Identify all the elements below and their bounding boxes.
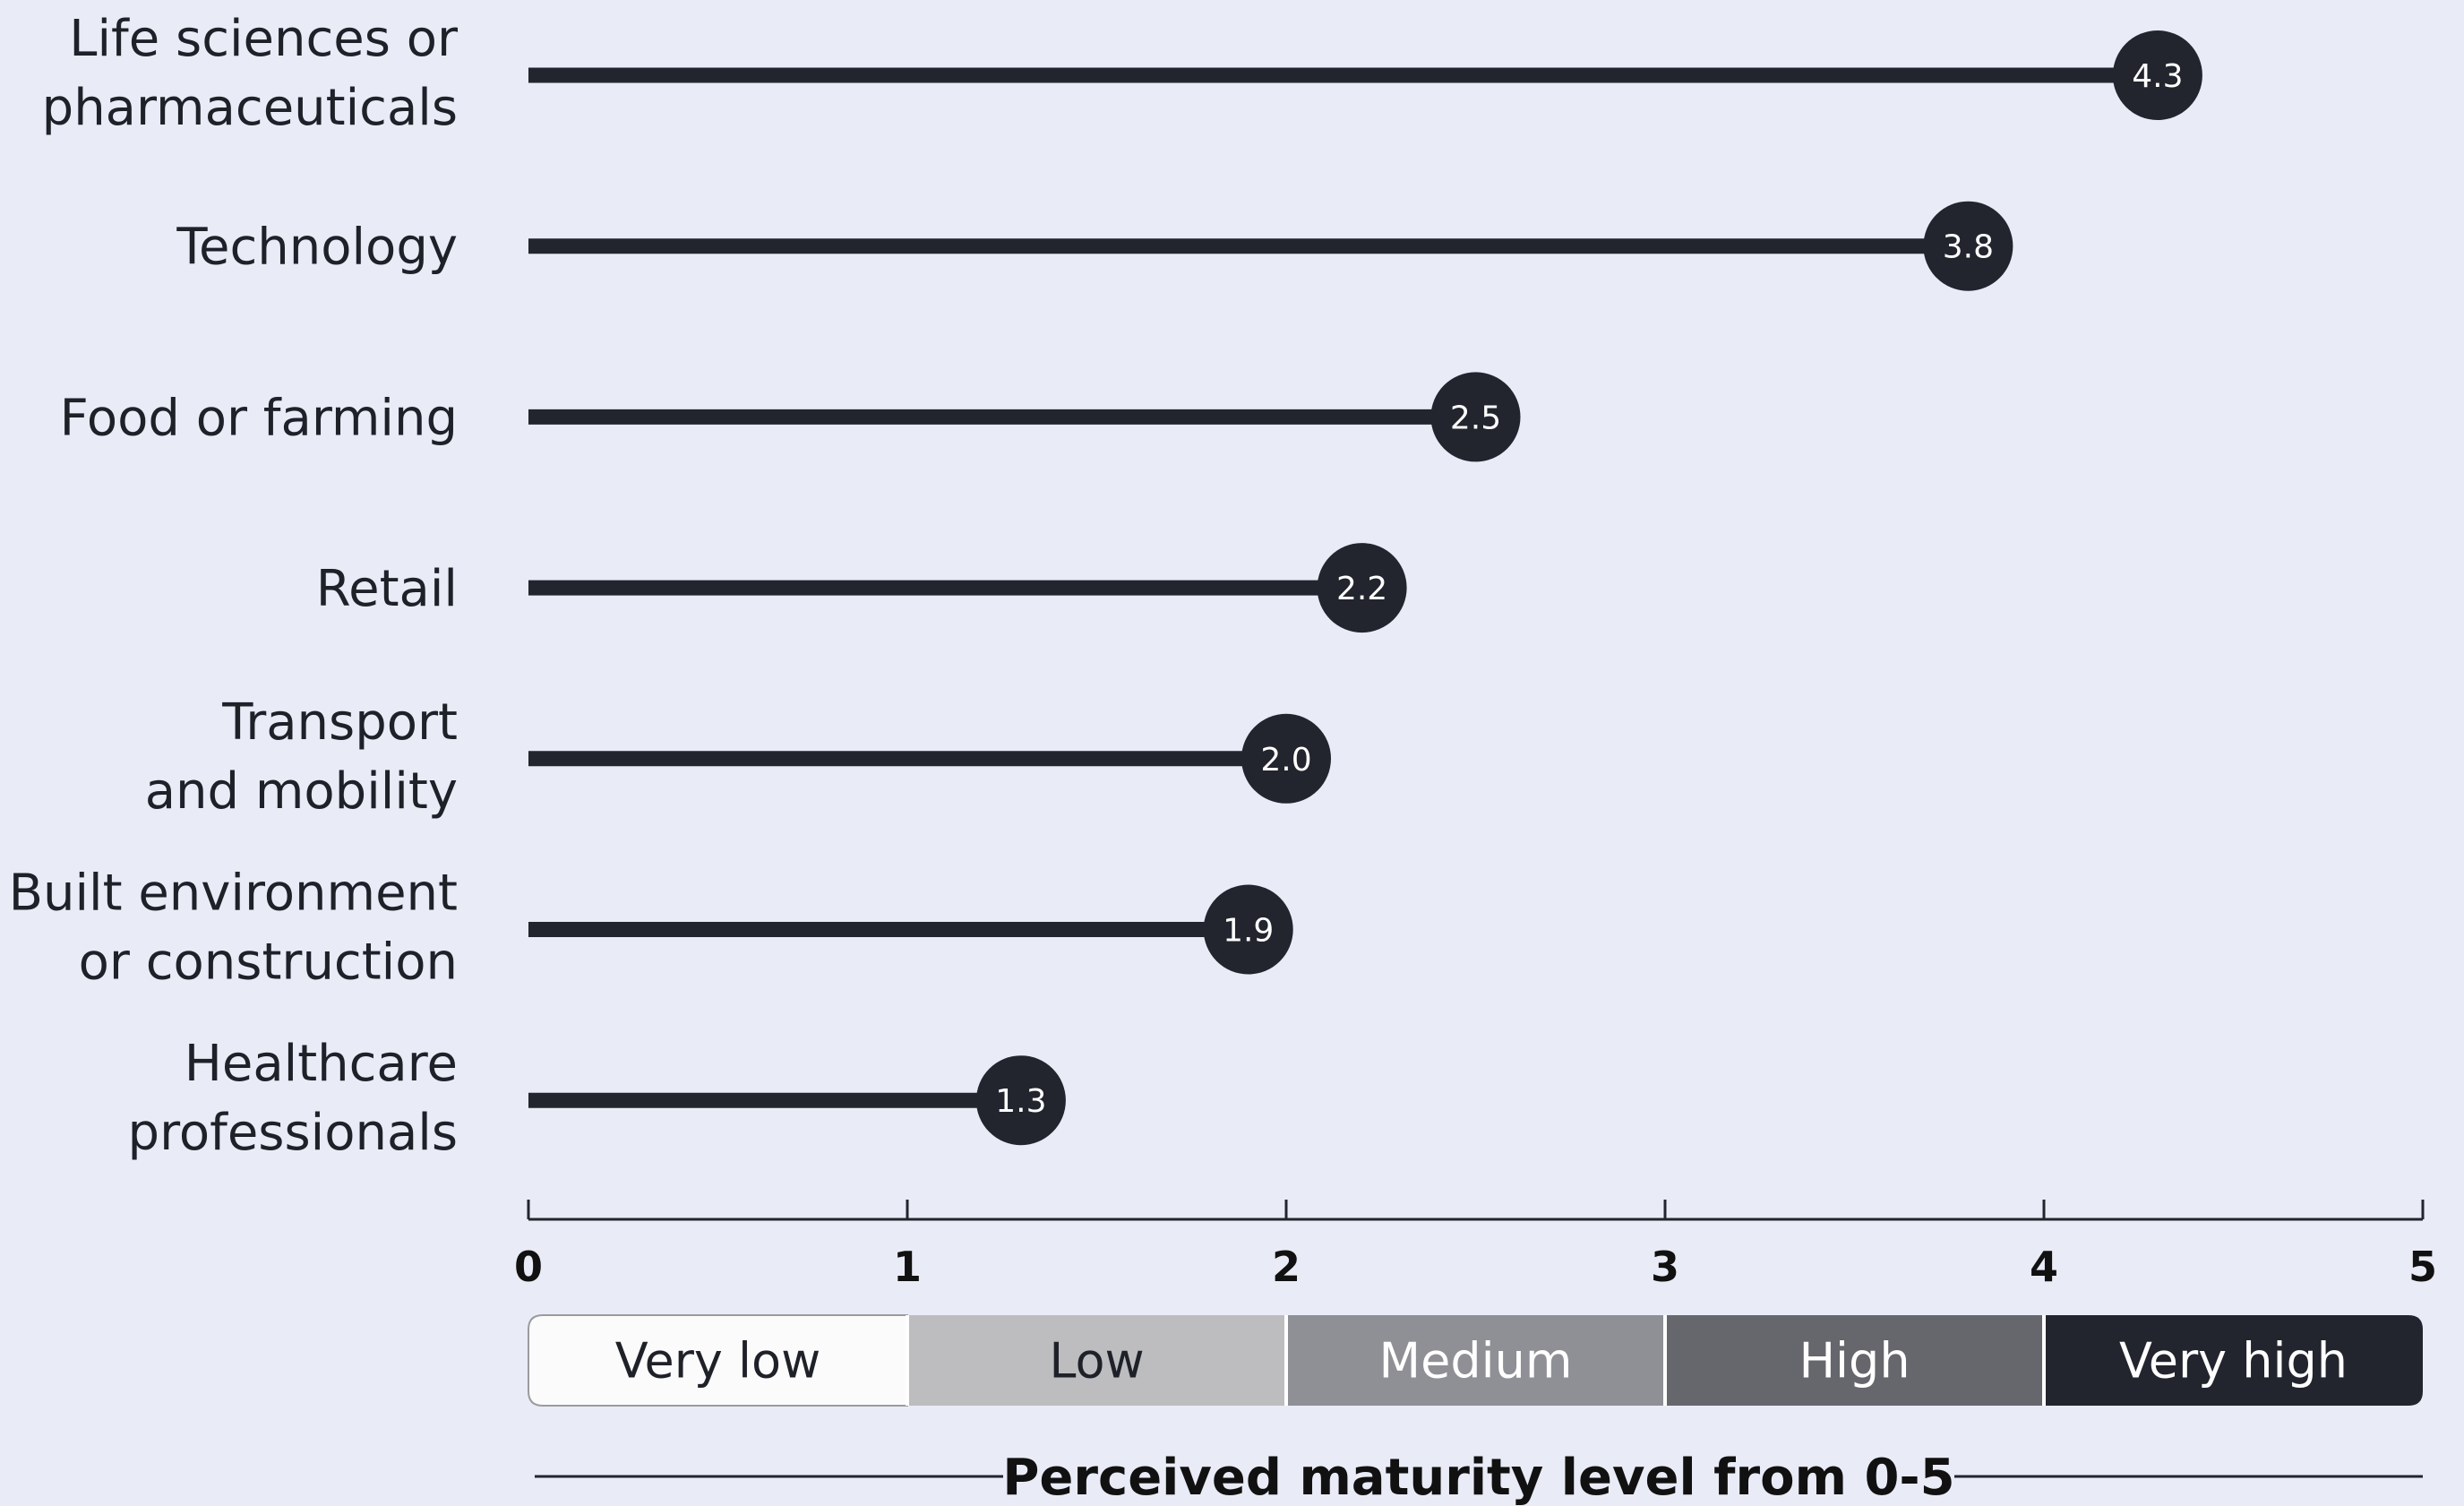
- bars-layer: Life sciences or pharmaceuticals 4.3 Techno…: [9, 10, 2202, 1162]
- scale-band-rect: [907, 1315, 1286, 1406]
- scale-band-label: Very high: [2119, 1333, 2348, 1390]
- bar-row: Retail 2.2: [316, 543, 1407, 633]
- maturity-scale-legend: Very low Low Medium High Very high: [528, 1314, 2423, 1407]
- bar-row: Transport and mobility 2.0: [145, 693, 1331, 821]
- bar-row: Life sciences or pharmaceuticals 4.3: [42, 10, 2202, 137]
- value-marker: [1241, 713, 1331, 804]
- category-label-line: or construction: [79, 934, 458, 992]
- category-label-line: Food or farming: [60, 389, 458, 447]
- scale-band: Medium: [1284, 1315, 1665, 1406]
- x-axis-title: Perceived maturity level from 0-5: [1002, 1449, 1954, 1506]
- scale-band-rect: [528, 1314, 908, 1407]
- scale-band-rect: [2044, 1315, 2423, 1406]
- category-label: Life sciences or pharmaceuticals: [42, 10, 459, 137]
- scale-band-label: Low: [1049, 1333, 1144, 1390]
- scale-band: Very low: [528, 1314, 908, 1407]
- bar-row: Healthcare professionals 1.3: [128, 1035, 1066, 1162]
- value-marker: [975, 1055, 1066, 1146]
- value-label: 2.0: [1260, 742, 1311, 779]
- category-label: Built environment or construction: [9, 865, 458, 992]
- bar-row: Built environment or construction 1.9: [9, 865, 1293, 992]
- value-label: 3.8: [1943, 229, 1994, 266]
- scale-band: Low: [906, 1315, 1286, 1406]
- value-marker: [1430, 372, 1521, 462]
- scale-band: High: [1663, 1315, 2044, 1406]
- scale-band-label: High: [1799, 1333, 1910, 1390]
- category-label-line: pharmaceuticals: [42, 79, 458, 137]
- value-label: 4.3: [2132, 58, 2183, 95]
- value-marker: [1203, 884, 1293, 975]
- x-tick-label: 3: [1651, 1243, 1679, 1291]
- scale-band-label: Very low: [615, 1333, 821, 1390]
- value-marker: [1923, 201, 2013, 291]
- bar-row: Technology 3.8: [176, 201, 2013, 291]
- scale-band: Very high: [2042, 1315, 2423, 1406]
- category-label: Technology: [176, 219, 458, 277]
- x-axis-title-group: Perceived maturity level from 0-5: [535, 1449, 2423, 1506]
- category-label-line: Technology: [176, 219, 458, 277]
- x-tick-label: 4: [2030, 1243, 2058, 1291]
- value-label: 2.2: [1336, 571, 1387, 607]
- category-label: Retail: [316, 560, 458, 618]
- category-label-line: Healthcare: [185, 1035, 458, 1093]
- scale-band-rect: [1286, 1315, 1665, 1406]
- x-tick-label: 5: [2408, 1243, 2437, 1291]
- value-label: 2.5: [1450, 400, 1501, 436]
- category-label: Healthcare professionals: [128, 1035, 458, 1162]
- x-tick-label: 1: [893, 1243, 922, 1291]
- category-label-line: Life sciences or: [69, 10, 459, 68]
- value-marker: [1317, 543, 1407, 633]
- x-axis: 0 1 2 3 4 5: [514, 1200, 2437, 1291]
- value-label: 1.9: [1223, 913, 1274, 950]
- x-tick-label: 2: [1272, 1243, 1301, 1291]
- category-label-line: and mobility: [145, 762, 458, 821]
- category-label-line: Transport: [221, 693, 458, 752]
- value-marker: [2112, 30, 2202, 120]
- category-label: Food or farming: [60, 389, 458, 447]
- value-label: 1.3: [995, 1083, 1046, 1120]
- category-label: Transport and mobility: [145, 693, 458, 821]
- scale-band-label: Medium: [1379, 1333, 1573, 1390]
- scale-band-rect: [1665, 1315, 2044, 1406]
- category-label-line: Built environment: [9, 865, 458, 923]
- x-tick-label: 0: [514, 1243, 543, 1291]
- bar-row: Food or farming 2.5: [60, 372, 1521, 462]
- category-label-line: Retail: [316, 560, 458, 618]
- category-label-line: professionals: [128, 1104, 458, 1162]
